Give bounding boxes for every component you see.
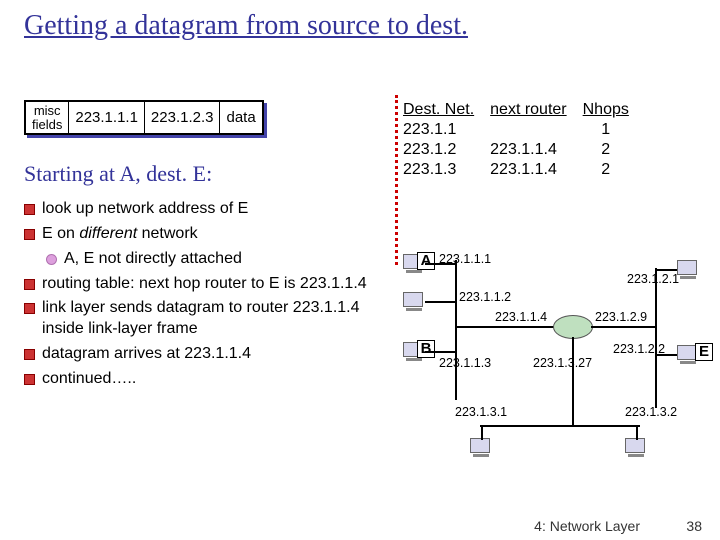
left-column: misc fields 223.1.1.1 223.1.2.3 data Sta… <box>24 100 384 394</box>
bullet-5: datagram arrives at 223.1.1.4 <box>24 344 384 365</box>
link-to-router <box>457 326 555 328</box>
link-bottom-horiz <box>480 425 640 427</box>
link-32 <box>636 425 638 440</box>
subtitle: Starting at A, dest. E: <box>24 161 384 187</box>
link-31 <box>481 425 483 440</box>
right-column: Dest. Net. next router Nhops 223.1.11 22… <box>395 100 710 180</box>
ip-21: 223.1.2.1 <box>627 272 679 286</box>
host-112-icon <box>403 292 425 312</box>
rt-r3c2: 223.1.1.4 <box>482 160 574 180</box>
packet-misc: misc fields <box>26 102 69 133</box>
rt-h3: Nhops <box>575 100 637 120</box>
router-center-icon <box>553 315 593 339</box>
link-right-backbone <box>655 268 657 408</box>
host-31-icon <box>470 438 492 458</box>
node-e-label: E <box>695 343 713 361</box>
packet-dst: 223.1.2.3 <box>145 102 221 133</box>
bullet-6: continued….. <box>24 369 384 390</box>
bullet-list: look up network address of E E on differ… <box>24 199 384 389</box>
link-left-backbone <box>455 260 457 400</box>
page-title: Getting a datagram from source to dest. <box>0 0 720 42</box>
rt-r1c3: 1 <box>575 120 637 140</box>
bullet-4: link layer sends datagram to router 223.… <box>24 298 384 340</box>
ip-22: 223.1.2.2 <box>613 342 665 356</box>
rt-r3c3: 2 <box>575 160 637 180</box>
bullet-2-sub: A, E not directly attached <box>24 249 384 270</box>
routing-table: Dest. Net. next router Nhops 223.1.11 22… <box>395 100 637 180</box>
rt-r2c2: 223.1.1.4 <box>482 140 574 160</box>
ip-327: 223.1.3.27 <box>533 356 592 370</box>
rt-r1c1: 223.1.1 <box>395 120 482 140</box>
bullet-3: routing table: next hop router to E is 2… <box>24 274 384 295</box>
bullet-2: E on different network <box>24 224 384 245</box>
rt-r1c2 <box>482 120 574 140</box>
packet-diagram: misc fields 223.1.1.1 223.1.2.3 data <box>24 100 264 135</box>
rt-r2c1: 223.1.2 <box>395 140 482 160</box>
rt-r3c1: 223.1.3 <box>395 160 482 180</box>
packet-data: data <box>220 102 261 133</box>
ip-114: 223.1.1.4 <box>495 310 547 324</box>
node-b-label: B <box>417 340 435 358</box>
b2-post: network <box>137 225 197 242</box>
b2-pre: E on <box>42 225 79 242</box>
link-b <box>425 351 455 353</box>
ip-31: 223.1.3.1 <box>455 405 507 419</box>
rt-h2: next router <box>482 100 574 120</box>
node-a-label: A <box>417 252 435 270</box>
link-21 <box>657 269 677 271</box>
rt-h1: Dest. Net. <box>395 100 482 120</box>
host-21-icon <box>677 260 699 280</box>
ip-b: 223.1.1.3 <box>439 356 491 370</box>
ip-29: 223.1.2.9 <box>595 310 647 324</box>
dotted-line <box>395 95 398 265</box>
ip-32: 223.1.3.2 <box>625 405 677 419</box>
link-center-down <box>572 337 574 402</box>
ip-a: 223.1.1.1 <box>439 252 491 266</box>
link-router-right <box>591 326 656 328</box>
footer-right: 38 <box>686 518 702 534</box>
ip-112: 223.1.1.2 <box>459 290 511 304</box>
footer-left: 4: Network Layer <box>534 518 640 534</box>
link-bottom-connect <box>572 400 574 425</box>
bullet-1: look up network address of E <box>24 199 384 220</box>
b2-em: different <box>79 225 137 242</box>
host-32-icon <box>625 438 647 458</box>
packet-src: 223.1.1.1 <box>69 102 145 133</box>
link-112 <box>425 301 455 303</box>
rt-r2c3: 2 <box>575 140 637 160</box>
network-diagram: A 223.1.1.1 223.1.1.2 B 223.1.1.3 223.1.… <box>395 230 715 500</box>
